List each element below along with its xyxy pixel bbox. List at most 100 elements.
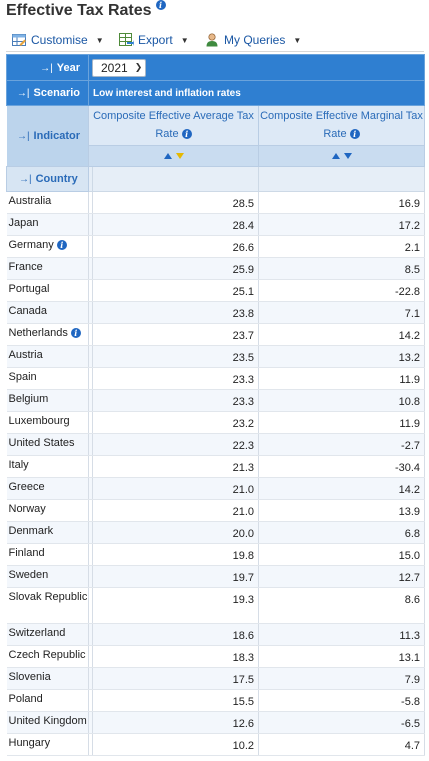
average-rate-value: 21.0 xyxy=(92,499,259,522)
country-name: Luxembourg xyxy=(6,411,89,434)
average-rate-value: 19.7 xyxy=(92,565,259,588)
country-name: Netherlands i xyxy=(6,323,89,346)
spacer-cell xyxy=(88,345,93,368)
marginal-rate-value: 8.6 xyxy=(258,587,426,624)
marginal-rate-value: -6.5 xyxy=(258,711,426,734)
country-name: Slovenia xyxy=(6,667,89,690)
average-rate-value: 23.5 xyxy=(92,345,259,368)
country-label: Country xyxy=(35,173,78,185)
average-rate-value: 23.3 xyxy=(92,389,259,412)
info-icon[interactable]: i xyxy=(155,0,166,10)
export-menu[interactable]: Export ▼ xyxy=(119,32,189,48)
toolbar: Customise ▼ Export ▼ My Queries ▼ xyxy=(6,29,424,52)
table-row: United Kingdom 12.6 -6.5 xyxy=(6,711,426,734)
sort-descending-icon[interactable] xyxy=(175,153,184,160)
year-value: 2021 xyxy=(101,60,128,75)
country-name-text: Spain xyxy=(8,371,37,383)
average-rate-value: 28.5 xyxy=(92,191,259,214)
country-name-text: Finland xyxy=(8,547,45,559)
marginal-rate-value: -30.4 xyxy=(258,455,426,478)
marginal-rate-value: 11.9 xyxy=(258,367,426,390)
chevron-down-icon: ▼ xyxy=(95,35,104,45)
country-name: Czech Republic xyxy=(6,645,89,668)
column-header-marginal[interactable]: Composite Effective Marginal Tax Rate i xyxy=(257,105,426,146)
my-queries-label: My Queries xyxy=(224,33,286,47)
marginal-rate-value: 10.8 xyxy=(258,389,426,412)
country-name: Slovak Republic xyxy=(6,587,89,624)
column-header-average[interactable]: Composite Effective Average Tax Rate i xyxy=(88,105,259,146)
spacer-cell xyxy=(88,191,93,214)
spacer-cell xyxy=(88,645,93,668)
spacer-cell xyxy=(88,733,93,756)
country-name-text: Norway xyxy=(8,503,46,515)
spacer-cell xyxy=(88,455,93,478)
country-name-text: Canada xyxy=(8,305,48,317)
info-icon[interactable]: i xyxy=(349,129,360,140)
spacer-cell xyxy=(88,367,93,390)
marginal-rate-value: 13.9 xyxy=(258,499,426,522)
arrow-to-right-icon: →| xyxy=(19,174,32,185)
table-row: Canada 23.8 7.1 xyxy=(6,301,426,324)
country-name: Austria xyxy=(6,345,89,368)
average-rate-value: 22.3 xyxy=(92,433,259,456)
country-name-text: Belgium xyxy=(8,393,49,405)
marginal-rate-value: 15.0 xyxy=(258,543,426,566)
year-label-cell: →| Year xyxy=(6,54,89,81)
export-spreadsheet-icon xyxy=(119,33,134,47)
marginal-rate-value: 12.7 xyxy=(258,565,426,588)
customise-menu[interactable]: Customise ▼ xyxy=(12,32,104,48)
marginal-rate-value: 17.2 xyxy=(258,213,426,236)
table-row: United States 22.3 -2.7 xyxy=(6,433,426,456)
country-name-text: Japan xyxy=(8,217,39,229)
country-name-text: Portugal xyxy=(8,283,50,295)
marginal-rate-value: -22.8 xyxy=(258,279,426,302)
table-row: Greece 21.0 14.2 xyxy=(6,477,426,500)
marginal-rate-value: 14.2 xyxy=(258,323,426,346)
country-name: Germany i xyxy=(6,235,89,258)
year-label: Year xyxy=(56,61,80,74)
sort-ascending-icon[interactable] xyxy=(163,153,172,160)
my-queries-menu[interactable]: My Queries ▼ xyxy=(205,32,301,48)
indicator-label-cell: →| Indicator xyxy=(6,105,89,167)
table-row: Slovenia 17.5 7.9 xyxy=(6,667,426,690)
country-name-text: Poland xyxy=(8,693,43,705)
country-name: Norway xyxy=(6,499,89,522)
country-name: Sweden xyxy=(6,565,89,588)
table-row: Norway 21.0 13.9 xyxy=(6,499,426,522)
marginal-rate-value: 2.1 xyxy=(258,235,426,258)
spacer-cell xyxy=(88,543,93,566)
marginal-rate-value: 4.7 xyxy=(258,733,426,756)
country-name-text: Sweden xyxy=(8,569,49,581)
marginal-rate-value: 11.9 xyxy=(258,411,426,434)
table-row: Slovak Republic 19.3 8.6 xyxy=(6,587,426,624)
marginal-rate-value: 7.1 xyxy=(258,301,426,324)
country-name: Belgium xyxy=(6,389,89,412)
year-select[interactable]: 2021 ❯ xyxy=(92,58,146,77)
customise-label: Customise xyxy=(31,33,88,47)
table-row: Spain 23.3 11.9 xyxy=(6,367,426,390)
info-icon[interactable]: i xyxy=(56,240,67,251)
sort-ascending-icon[interactable] xyxy=(331,153,340,160)
country-name-text: Australia xyxy=(8,195,52,207)
sort-descending-icon[interactable] xyxy=(343,153,352,160)
average-rate-value: 28.4 xyxy=(92,213,259,236)
info-icon[interactable]: i xyxy=(70,328,81,339)
average-rate-value: 25.1 xyxy=(92,279,259,302)
marginal-rate-value: 13.2 xyxy=(258,345,426,368)
arrow-to-right-icon: →| xyxy=(16,131,30,142)
spacer-cell xyxy=(88,521,93,544)
country-name-text: Austria xyxy=(8,349,43,361)
info-icon[interactable]: i xyxy=(181,129,192,140)
country-name: Poland xyxy=(6,689,89,712)
country-name: Greece xyxy=(6,477,89,500)
country-name-text: Czech Republic xyxy=(8,649,86,661)
customise-table-icon xyxy=(12,33,27,47)
spacer-cell xyxy=(88,411,93,434)
country-name: United Kingdom xyxy=(6,711,89,734)
spacer-cell xyxy=(88,279,93,302)
year-value-cell: 2021 ❯ xyxy=(87,54,426,81)
country-name-text: Luxembourg xyxy=(8,415,70,427)
average-rate-value: 23.2 xyxy=(92,411,259,434)
table-row: Sweden 19.7 12.7 xyxy=(6,565,426,588)
marginal-rate-value: 7.9 xyxy=(258,667,426,690)
